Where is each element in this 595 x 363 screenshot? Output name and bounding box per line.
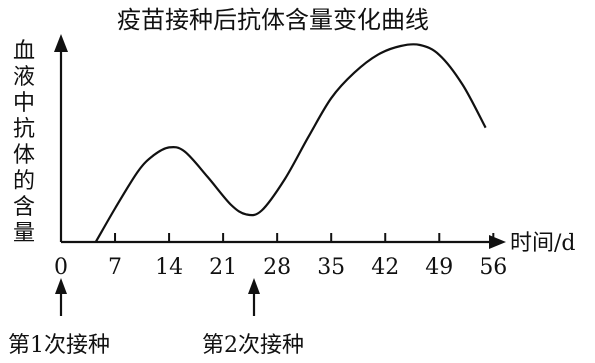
y-axis-label-char: 液: [13, 65, 35, 90]
y-axis-label-char: 含: [13, 195, 35, 220]
y-axis-label-char: 体: [13, 143, 35, 168]
x-tick-label: 28: [263, 255, 291, 280]
x-tick-label: 35: [317, 255, 345, 280]
x-tick-label: 56: [479, 255, 507, 280]
x-axis-arrowhead: [489, 235, 506, 249]
x-tick-labels: 0 7 14 21 28 35 42 49 56: [54, 255, 507, 280]
y-axis-arrowhead: [54, 34, 68, 52]
antibody-curve: [94, 43, 487, 243]
vaccination-label: 第1次接种: [8, 333, 110, 358]
y-axis-label-char: 的: [13, 169, 35, 194]
y-axis-label-char: 抗: [13, 117, 35, 142]
x-axis-label: 时间/d: [510, 231, 576, 256]
x-tick-label: 0: [54, 255, 68, 280]
chart-title: 疫苗接种后抗体含量变化曲线: [117, 6, 429, 34]
y-axis-label-char: 血: [13, 39, 35, 64]
vaccination-arrow-head: [55, 278, 67, 294]
y-axis-label-char: 量: [13, 221, 35, 246]
x-tick-label: 14: [155, 255, 183, 280]
vaccination-label: 第2次接种: [202, 333, 304, 358]
series: [94, 43, 487, 243]
x-tick-label: 42: [371, 255, 399, 280]
annotations: 第1次接种 第2次接种: [8, 278, 304, 358]
x-tick-label: 49: [425, 255, 453, 280]
vaccination-arrow-head: [248, 278, 260, 294]
x-tick-label: 21: [209, 255, 237, 280]
y-axis-label-char: 中: [13, 91, 35, 116]
x-ticks: [114, 233, 495, 242]
x-tick-label: 7: [108, 255, 122, 280]
